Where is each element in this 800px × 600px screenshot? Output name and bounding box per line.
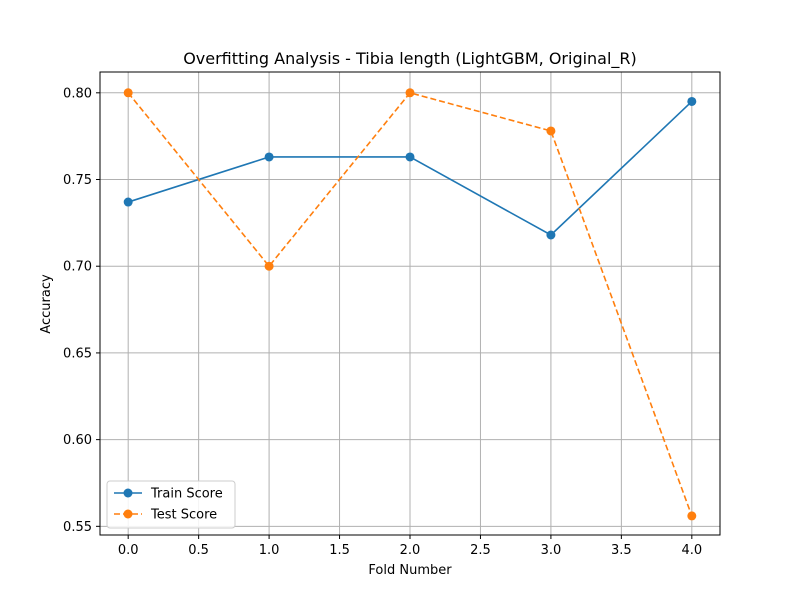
series-2-point-4 xyxy=(687,511,697,521)
series-2-point-0 xyxy=(123,88,133,98)
y-tick-label-5: 0.80 xyxy=(63,86,92,101)
y-tick-label-2: 0.65 xyxy=(63,346,92,361)
x-tick-label-0: 0.0 xyxy=(118,543,139,558)
series-1-point-2 xyxy=(405,152,415,162)
x-tick-label-3: 1.5 xyxy=(329,543,350,558)
legend-swatch-marker-2 xyxy=(123,509,133,519)
x-tick-label-7: 3.5 xyxy=(611,543,632,558)
y-tick-label-4: 0.75 xyxy=(63,173,92,188)
axes: 0.0 0.5 1.0 1.5 2.0 2.5 3.0 3.5 4.0 0.55 0.60 0.65 0… xyxy=(63,71,721,558)
series-1-point-0 xyxy=(123,197,133,207)
x-tick-label-2: 1.0 xyxy=(259,543,280,558)
series-1-point-3 xyxy=(546,230,556,240)
y-tick-label-0: 0.55 xyxy=(63,520,92,535)
series-layer xyxy=(123,88,697,521)
x-tick-label-1: 0.5 xyxy=(188,543,209,558)
y-tick-label-1: 0.60 xyxy=(63,433,92,448)
x-tick-label-4: 2.0 xyxy=(400,543,421,558)
legend: Train Score Test Score xyxy=(106,480,236,529)
series-2-point-3 xyxy=(546,126,556,136)
legend-label-1: Train Score xyxy=(150,487,223,502)
y-axis-label: Accuracy xyxy=(39,274,54,334)
x-tick-label-5: 2.5 xyxy=(470,543,491,558)
series-1-point-4 xyxy=(687,96,697,106)
y-tick-label-3: 0.70 xyxy=(63,260,92,275)
chart-title: Overfitting Analysis - Tibia length (Lig… xyxy=(183,49,637,69)
series-1-point-1 xyxy=(264,152,274,162)
legend-swatch-marker-1 xyxy=(123,488,133,498)
x-tick-label-8: 4.0 xyxy=(681,543,702,558)
series-2-point-1 xyxy=(264,261,274,271)
x-axis-label: Fold Number xyxy=(368,563,452,578)
x-tick-label-6: 3.0 xyxy=(541,543,562,558)
series-2-point-2 xyxy=(405,88,415,98)
legend-label-2: Test Score xyxy=(150,508,217,523)
